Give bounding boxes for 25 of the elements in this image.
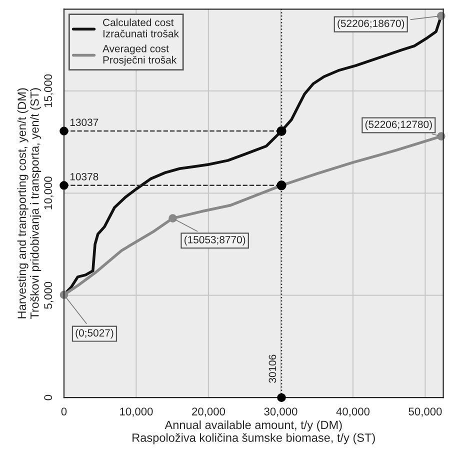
y-tick-label: 15,000 [44,74,54,108]
annotation: (0;5027) [76,328,114,339]
x-axis-title: Annual available amount, t/y (DM) Raspoloživa količina šumske biomase, t/y (ST) [132,420,375,444]
legend-label: Calculated cost Izračunati trošak [103,18,179,38]
y-tick-label: 10,000 [44,176,54,210]
x-tick-label: 20,000 [192,408,226,417]
annotation: (15053;8770) [184,236,246,246]
point [60,126,68,136]
ref-line-label: 30106 [268,354,276,383]
ref-line-label: 10378 [70,173,98,180]
y-axis-title: Harvesting and transporting cost, yen/t (DM) Troškovi pridobivanja i transporta, yen/t (ST) [17,88,42,320]
x-tick-label: 10,000 [120,408,153,417]
annotation: (52206;12780) [365,120,432,130]
point [168,214,177,222]
point [60,181,68,190]
legend-label: Averaged cost Prosječni trošak [102,44,177,66]
x-tick-label: 0 [61,408,67,416]
annotation: (52206;18670) [338,19,404,30]
point [277,393,286,402]
x-tick-label: 40,000 [336,408,370,417]
x-tick-label: 30,000 [264,408,298,417]
y-tick-label: 0 [44,394,52,400]
x-tick-label: 50,000 [408,408,442,417]
ref-line-label: 13037 [70,118,98,126]
y-tick-label: 5,000 [44,282,54,309]
